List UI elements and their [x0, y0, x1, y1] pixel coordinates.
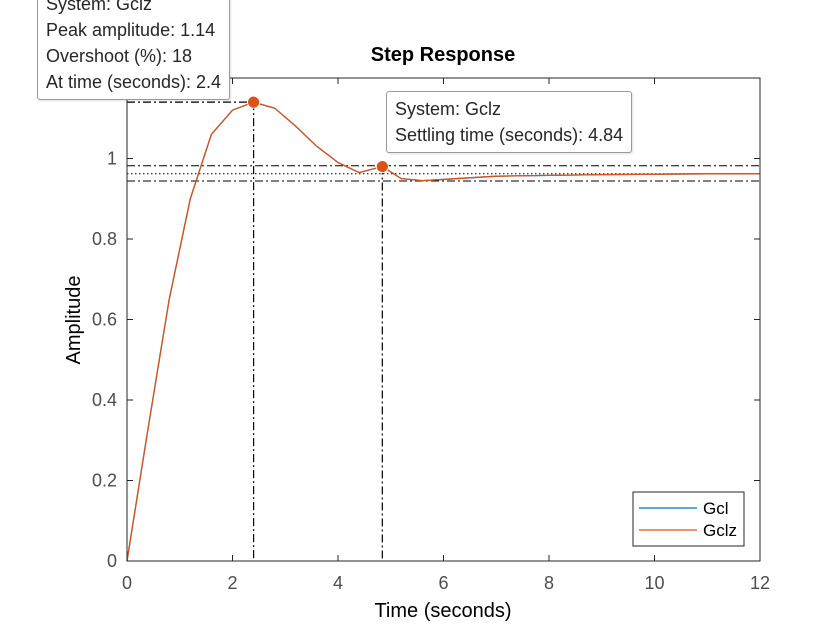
- legend[interactable]: Gcl Gclz: [632, 491, 745, 547]
- x-tick-label: 10: [644, 573, 664, 593]
- peak-marker[interactable]: [247, 95, 261, 109]
- x-tick-label: 2: [227, 573, 237, 593]
- y-tick-label: 0: [107, 551, 117, 571]
- legend-label-gcl: Gcl: [703, 499, 729, 518]
- y-tick-label: 0.2: [92, 471, 117, 491]
- datatip-markers[interactable]: [247, 95, 389, 173]
- x-tick-label: 12: [750, 573, 770, 593]
- x-tick-label: 4: [333, 573, 343, 593]
- settling-datatip-line: Settling time (seconds): 4.84: [395, 125, 624, 145]
- peak-datatip-line: System: Gclz: [46, 0, 153, 14]
- chart-title: Step Response: [371, 44, 515, 66]
- x-tick-label: 8: [544, 573, 554, 593]
- y-tick-label: 0.8: [92, 229, 117, 249]
- x-tick-label: 6: [438, 573, 448, 593]
- peak-datatip-line: Overshoot (%): 18: [46, 46, 193, 66]
- y-tick-label: 0.6: [92, 310, 117, 330]
- peak-datatip-line: Peak amplitude: 1.14: [46, 20, 216, 40]
- x-axis: 0 2 4 6 8 10 12: [122, 78, 770, 593]
- axes-background: [127, 78, 760, 561]
- y-tick-label: 1: [107, 149, 117, 169]
- legend-box: [632, 491, 745, 547]
- x-axis-label: Time (seconds): [374, 600, 511, 622]
- series-lines: [126, 101, 760, 562]
- settling-marker[interactable]: [375, 160, 389, 173]
- settling-datatip-line: System: Gclz: [395, 99, 502, 119]
- legend-label-gclz: Gclz: [703, 521, 737, 540]
- y-axis-label: Amplitude: [63, 276, 85, 365]
- series-line-gclz: [126, 101, 760, 562]
- reference-lines: [127, 101, 760, 561]
- y-tick-label: 0.4: [92, 390, 117, 410]
- settling-datatip[interactable]: System: Gclz Settling time (seconds): 4.…: [386, 91, 633, 153]
- x-tick-label: 0: [122, 573, 132, 593]
- y-axis: 0 0.2 0.4 0.6 0.8 1: [92, 149, 760, 571]
- peak-datatip[interactable]: System: Gclz Peak amplitude: 1.14 Oversh…: [37, 0, 231, 100]
- peak-datatip-line: At time (seconds): 2.4: [46, 72, 222, 92]
